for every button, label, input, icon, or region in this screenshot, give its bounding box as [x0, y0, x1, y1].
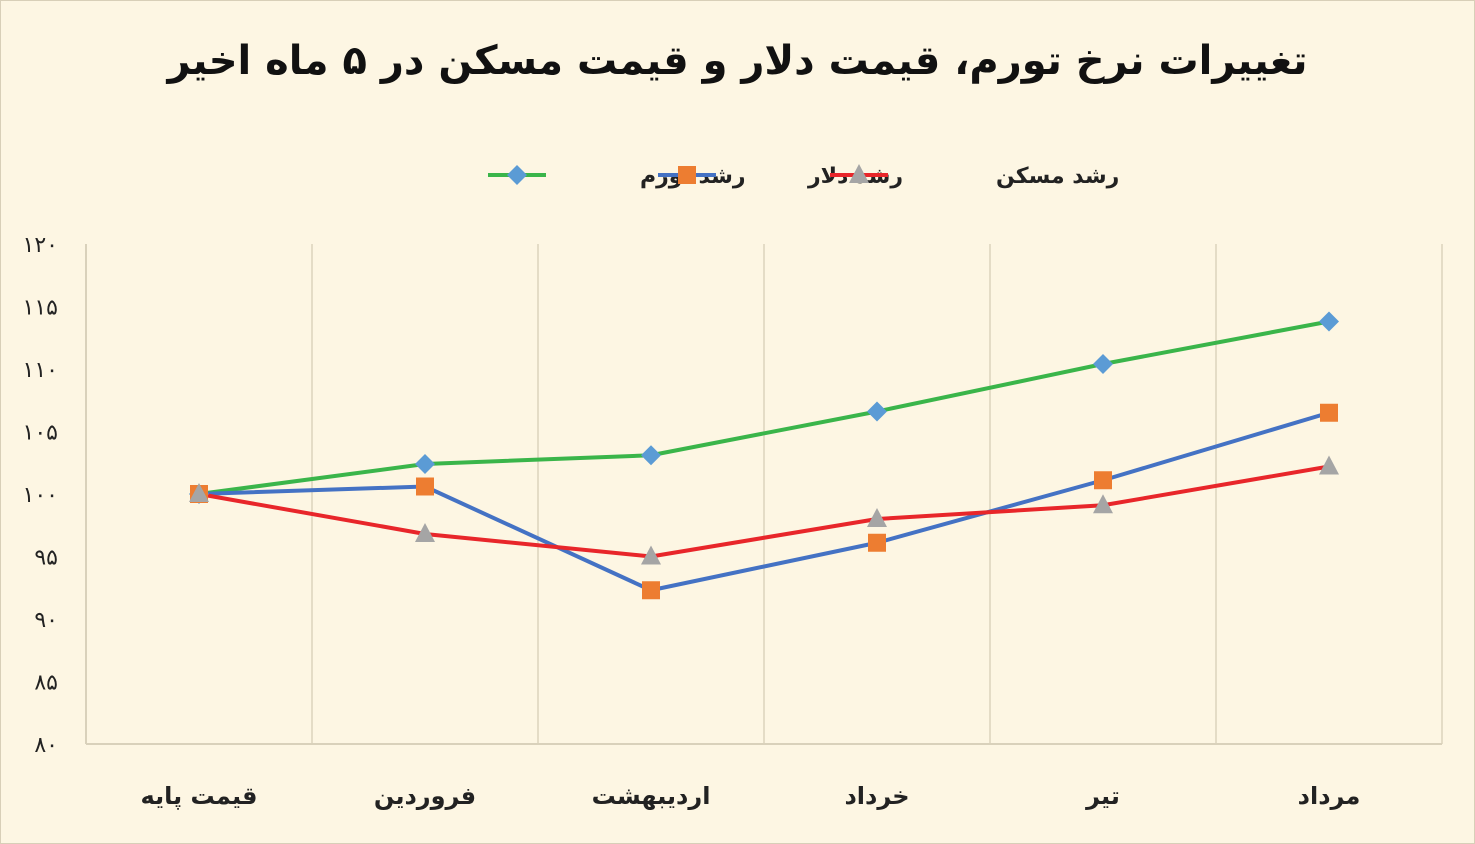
data-point-2-5: [1319, 455, 1339, 475]
x-category-label: اردیبهشت: [592, 782, 711, 810]
data-point-0-1: [415, 454, 435, 474]
chart-title: تغییرات نرخ تورم، قیمت دلار و قیمت مسکن …: [167, 38, 1308, 84]
y-tick-label: ۱۱۰: [23, 358, 58, 383]
data-point-0-2: [641, 445, 661, 466]
axes: [85, 244, 1442, 745]
legend-marker-0: [507, 165, 527, 185]
series-markers: [189, 311, 1339, 600]
series-line-0: [198, 319, 1330, 496]
x-category-label: تیر: [1085, 782, 1120, 810]
data-point-1-4: [1094, 471, 1112, 490]
x-category-label: خرداد: [844, 782, 909, 810]
data-point-0-4: [1093, 354, 1113, 374]
x-category-labels: قیمت پایه فروردین اردیبهشت خرداد تیر مرداد: [141, 782, 1361, 810]
grid-lines: [311, 244, 1443, 744]
y-tick-label: ۱۱۵: [23, 296, 58, 321]
x-category-label: مرداد: [1298, 782, 1361, 810]
y-tick-label: ۱۲۰: [23, 233, 58, 258]
data-point-0-3: [867, 401, 887, 422]
data-point-1-5: [1320, 403, 1338, 422]
legend-label-2: رشد مسکن: [996, 164, 1119, 189]
x-category-label: فروردین: [374, 782, 476, 810]
data-point-1-3: [868, 533, 886, 552]
series-line-1: [198, 410, 1330, 593]
legend-marker-1: [678, 166, 696, 184]
data-point-2-3: [867, 508, 887, 527]
series-line-2: [198, 464, 1330, 559]
y-tick-label: ۱۰۰: [23, 483, 58, 508]
data-point-2-0: [189, 483, 209, 502]
data-point-2-1: [415, 523, 435, 542]
y-tick-label: ۸۵: [34, 671, 58, 696]
data-point-2-2: [641, 545, 661, 565]
y-tick-label: ۹۰: [34, 608, 58, 633]
data-point-1-1: [416, 477, 434, 496]
y-tick-label: ۱۰۵: [23, 421, 58, 446]
y-tick-label: ۸۰: [34, 733, 58, 758]
series-lines: [198, 319, 1330, 593]
y-tick-labels: ۸۰ ۸۵ ۹۰ ۹۵ ۱۰۰ ۱۰۵ ۱۱۰ ۱۱۵ ۱۲۰: [23, 233, 58, 758]
y-tick-label: ۹۵: [34, 546, 58, 571]
x-category-label: قیمت پایه: [141, 782, 258, 810]
legend-marker-2: [849, 164, 869, 183]
data-point-1-2: [642, 581, 660, 600]
data-point-2-4: [1093, 494, 1113, 514]
data-point-0-5: [1319, 311, 1339, 332]
